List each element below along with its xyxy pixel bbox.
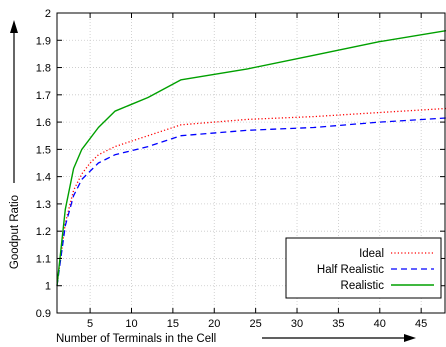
x-tick-label: 25 (250, 318, 262, 330)
ticks-layer: 5 10 15 20 25 30 35 40 45 0.9 1 1.1 1.2 1.3 1.4 1.5 1.6 1… (36, 8, 445, 330)
plot-frame (56, 12, 446, 314)
y-tick-label: 1.2 (36, 226, 51, 238)
x-tick-label: 35 (332, 318, 344, 330)
legend-label: Half Realistic (317, 264, 384, 276)
legend: Ideal Half Realistic Realistic (285, 237, 442, 299)
x-tick-label: 40 (374, 318, 386, 330)
y-tick-label: 1.9 (36, 35, 51, 47)
series-line-half-realistic (56, 117, 446, 286)
series-layer (56, 30, 446, 286)
y-axis-arrow (10, 20, 18, 183)
series-line-realistic (56, 30, 446, 286)
y-tick-label: 1.8 (36, 63, 51, 75)
y-tick-label: 1.3 (36, 199, 51, 211)
y-tick-label: 0.9 (36, 308, 51, 320)
x-tick-label: 30 (291, 318, 303, 330)
y-tick-label: 1.5 (36, 144, 51, 156)
x-tick-label: 10 (125, 318, 137, 330)
y-axis-label: Goodput Ratio (9, 195, 21, 269)
y-tick-label: 1.6 (36, 117, 51, 129)
x-tick-label: 45 (415, 318, 427, 330)
legend-box (285, 237, 442, 299)
x-tick-label: 20 (208, 318, 220, 330)
y-tick-label: 2 (45, 8, 51, 20)
series-line-ideal (56, 107, 446, 286)
x-tick-label: 15 (167, 318, 179, 330)
x-axis-arrow (262, 334, 416, 342)
y-tick-label: 1.7 (36, 90, 51, 102)
x-axis-label: Number of Terminals in the Cell (56, 333, 216, 345)
legend-label: Realistic (341, 280, 385, 292)
y-tick-label: 1.1 (36, 253, 51, 265)
legend-label: Ideal (359, 248, 384, 260)
y-tick-label: 1 (45, 281, 51, 293)
x-tick-label: 5 (87, 318, 93, 330)
y-tick-label: 1.4 (36, 172, 51, 184)
